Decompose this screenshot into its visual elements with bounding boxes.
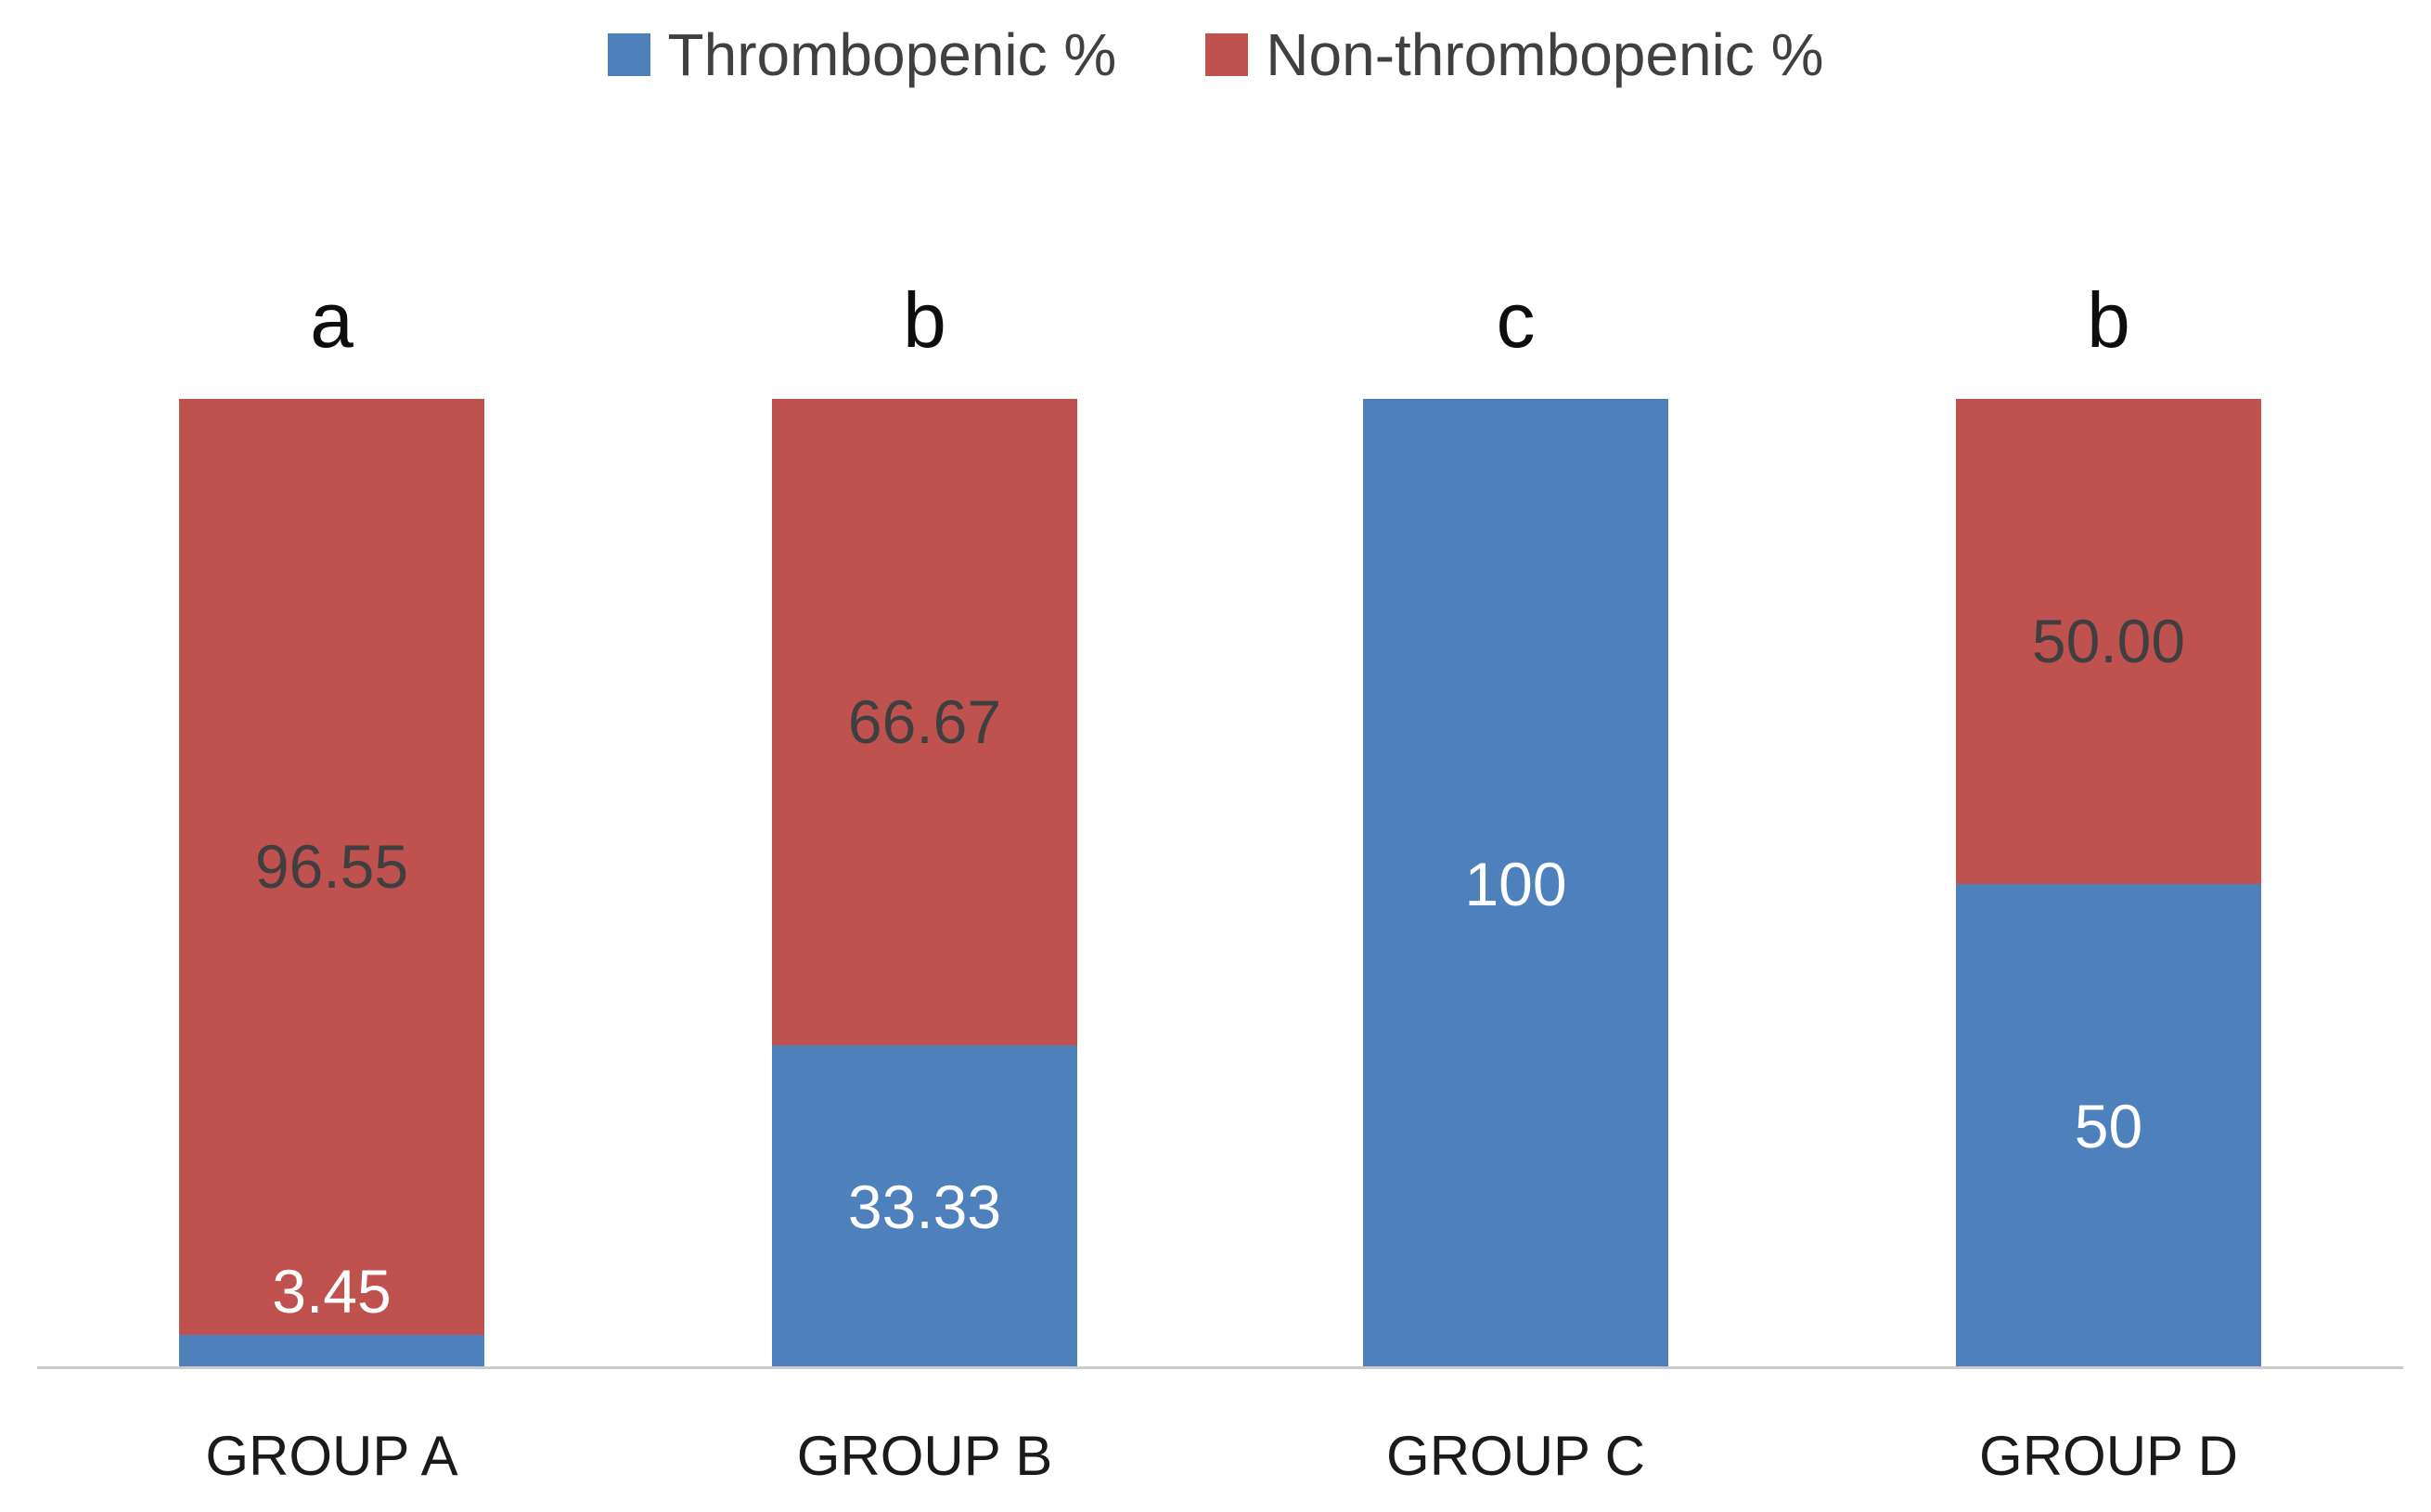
value-label-thrombopenic-group-c: 100 bbox=[1464, 849, 1567, 918]
category-label-group-a: GROUP A bbox=[205, 1425, 458, 1487]
bar-group-a: 96.55 3.45 bbox=[179, 399, 484, 1368]
legend-item-thrombopenic: Thrombopenic % bbox=[607, 21, 1117, 88]
segment-thrombopenic-group-d: 50 bbox=[1956, 883, 2261, 1368]
x-axis-line bbox=[37, 1366, 2403, 1369]
segment-thrombopenic-group-a bbox=[179, 1334, 484, 1368]
value-label-non-thrombopenic-group-b: 66.67 bbox=[847, 687, 1002, 757]
significance-letter-group-c: c bbox=[1496, 276, 1536, 364]
bar-group-c: 100 bbox=[1363, 399, 1668, 1368]
legend-swatch-thrombopenic bbox=[607, 33, 650, 76]
segment-non-thrombopenic-group-d: 50.00 bbox=[1956, 399, 2261, 884]
legend-label-non-thrombopenic: Non-thrombopenic % bbox=[1266, 21, 1824, 88]
category-label-group-b: GROUP B bbox=[796, 1425, 1053, 1487]
segment-thrombopenic-group-b: 33.33 bbox=[772, 1044, 1077, 1368]
legend-label-thrombopenic: Thrombopenic % bbox=[667, 21, 1117, 88]
value-label-thrombopenic-group-a: 3.45 bbox=[272, 1257, 392, 1326]
value-label-thrombopenic-group-d: 50 bbox=[2074, 1091, 2143, 1160]
segment-non-thrombopenic-group-a: 96.55 bbox=[179, 399, 484, 1335]
value-label-non-thrombopenic-group-d: 50.00 bbox=[2031, 607, 2186, 676]
segment-non-thrombopenic-group-b: 66.67 bbox=[772, 399, 1077, 1045]
value-label-thrombopenic-group-b: 33.33 bbox=[847, 1172, 1002, 1241]
bar-group-d: 50.00 50 bbox=[1956, 399, 2261, 1368]
bar-group-b: 66.67 33.33 bbox=[772, 399, 1077, 1368]
chart-legend: Thrombopenic % Non-thrombopenic % bbox=[0, 22, 2431, 87]
significance-letter-group-d: b bbox=[2087, 276, 2130, 364]
legend-swatch-non-thrombopenic bbox=[1205, 33, 1249, 76]
legend-item-non-thrombopenic: Non-thrombopenic % bbox=[1205, 22, 1823, 87]
value-label-non-thrombopenic-group-a: 96.55 bbox=[254, 832, 409, 902]
category-label-group-d: GROUP D bbox=[1979, 1425, 2238, 1487]
significance-letter-group-a: a bbox=[310, 276, 354, 364]
segment-thrombopenic-group-c: 100 bbox=[1363, 399, 1668, 1368]
significance-letter-group-b: b bbox=[903, 276, 946, 364]
category-label-group-c: GROUP C bbox=[1386, 1425, 1645, 1487]
